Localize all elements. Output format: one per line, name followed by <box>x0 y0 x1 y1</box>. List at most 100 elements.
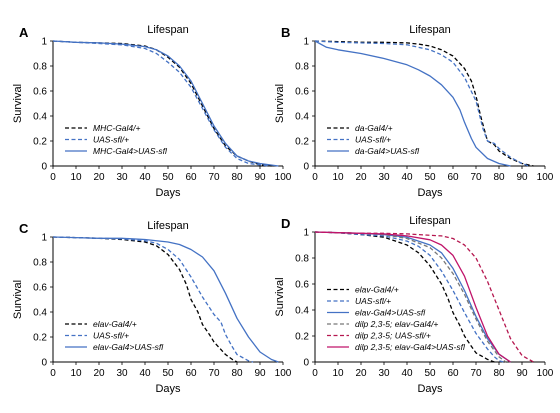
y-axis-label: Survival <box>12 84 24 123</box>
x-tick-label: 20 <box>93 368 105 379</box>
panel-c: C Lifespan 0 10 20 30 40 50 60 70 80 90 100 0 0.2 0.4 0.… <box>12 220 292 395</box>
y-axis-label: Survival <box>12 280 24 319</box>
legend-label: dilp 2,3-5; elav-Gal4/+ <box>355 319 438 329</box>
x-axis-label: Days <box>417 187 443 199</box>
y-tick-label: 0.8 <box>295 62 309 73</box>
y-tick-label: 1 <box>303 37 309 48</box>
y-tick-label: 0.4 <box>295 306 309 317</box>
x-tick-label: 40 <box>401 172 413 183</box>
x-tick-label: 50 <box>424 172 436 183</box>
x-tick-label: 40 <box>139 368 151 379</box>
panel-d: D Lifespan 0 10 20 30 40 50 60 70 80 90 100 0 0.2 0.4 0.… <box>274 215 554 395</box>
y-tick-label: 0.8 <box>33 258 47 269</box>
x-tick-label: 0 <box>312 368 318 379</box>
legend-label: MHC-Gal4>UAS-sfl <box>93 146 168 156</box>
x-tick-label: 10 <box>70 368 82 379</box>
legend-label: UAS-sfl/+ <box>93 331 129 341</box>
panel-label: A <box>19 25 29 40</box>
x-tick-label: 10 <box>70 172 82 183</box>
x-tick-label: 10 <box>332 368 344 379</box>
chart-title: Lifespan <box>409 24 451 36</box>
y-tick-label: 1 <box>41 233 47 244</box>
x-tick-label: 50 <box>162 172 174 183</box>
chart-title: Lifespan <box>147 220 189 232</box>
legend-label: elav-Gal4/+ <box>355 285 399 295</box>
y-tick-label: 0.8 <box>295 254 309 265</box>
x-tick-label: 60 <box>185 368 197 379</box>
x-tick-label: 50 <box>424 368 436 379</box>
y-tick-label: 0.8 <box>33 62 47 73</box>
x-tick-label: 90 <box>254 368 266 379</box>
legend-label: dilp 2,3-5; elav-Gal4>UAS-sfl <box>355 342 466 352</box>
y-tick-label: 0.4 <box>295 112 309 123</box>
x-tick-label: 80 <box>493 172 505 183</box>
y-axis-label: Survival <box>274 84 286 123</box>
x-tick-label: 0 <box>312 172 318 183</box>
series-line-1 <box>314 40 534 167</box>
series-line-3 <box>52 236 279 363</box>
legend-label: UAS-sfl/+ <box>93 135 129 145</box>
x-tick-label: 30 <box>378 172 390 183</box>
panel-b: B Lifespan 0 10 20 30 40 50 60 70 80 90 100 0 0.2 0.4 0.… <box>274 24 554 199</box>
x-tick-label: 60 <box>447 172 459 183</box>
y-tick-label: 0.4 <box>33 112 47 123</box>
series-line-2 <box>314 231 504 363</box>
x-tick-label: 100 <box>537 368 554 379</box>
legend-label: UAS-sfl/+ <box>355 135 391 145</box>
series-line-1 <box>52 40 272 167</box>
legend-label: UAS-sfl/+ <box>355 296 391 306</box>
legend-label: da-Gal4/+ <box>355 123 393 133</box>
x-axis-label: Days <box>417 383 443 395</box>
x-tick-label: 60 <box>185 172 197 183</box>
legend-label: da-Gal4>UAS-sfl <box>355 146 420 156</box>
x-tick-label: 20 <box>355 368 367 379</box>
x-tick-label: 40 <box>139 172 151 183</box>
panel-a: A Lifespan 0 10 20 30 40 50 60 70 80 90 100 0 0.2 0.4 0.… <box>12 24 292 199</box>
y-tick-label: 0 <box>303 162 309 173</box>
legend-label: elav-Gal4>UAS-sfl <box>355 308 426 318</box>
series-line-6 <box>314 231 511 363</box>
x-tick-label: 60 <box>447 368 459 379</box>
y-tick-label: 0.2 <box>295 332 309 343</box>
y-tick-label: 0.6 <box>295 280 309 291</box>
panel-label: C <box>19 221 29 236</box>
y-tick-label: 0.4 <box>33 308 47 319</box>
x-tick-label: 70 <box>208 172 220 183</box>
y-tick-label: 0.6 <box>33 87 47 98</box>
x-tick-label: 100 <box>537 172 554 183</box>
series-line-3 <box>52 40 279 167</box>
x-tick-label: 0 <box>50 368 56 379</box>
x-axis-label: Days <box>155 187 181 199</box>
x-axis-label: Days <box>155 383 181 395</box>
y-tick-label: 1 <box>41 37 47 48</box>
x-tick-label: 80 <box>231 368 243 379</box>
legend-label: MHC-Gal4/+ <box>93 123 141 133</box>
y-tick-label: 0.2 <box>295 137 309 148</box>
x-tick-label: 90 <box>516 368 528 379</box>
x-tick-label: 30 <box>116 172 128 183</box>
x-tick-label: 50 <box>162 368 174 379</box>
y-tick-label: 0 <box>303 358 309 369</box>
legend-label: dilp 2,3-5; UAS-sfl/+ <box>355 331 431 341</box>
x-tick-label: 40 <box>401 368 413 379</box>
chart-title: Lifespan <box>409 215 451 227</box>
chart-title: Lifespan <box>147 24 189 36</box>
x-tick-label: 100 <box>275 172 292 183</box>
x-tick-label: 80 <box>493 368 505 379</box>
x-tick-label: 100 <box>275 368 292 379</box>
series-line-3 <box>314 40 511 167</box>
series-line-2 <box>314 40 530 167</box>
series-line-2 <box>52 40 270 167</box>
x-tick-label: 30 <box>378 368 390 379</box>
y-tick-label: 0.2 <box>33 137 47 148</box>
y-tick-label: 0 <box>41 162 47 173</box>
legend-label: elav-Gal4>UAS-sfl <box>93 342 164 352</box>
x-tick-label: 20 <box>93 172 105 183</box>
y-tick-label: 1 <box>303 228 309 239</box>
x-tick-label: 90 <box>254 172 266 183</box>
legend-label: elav-Gal4/+ <box>93 319 137 329</box>
y-tick-label: 0.6 <box>33 283 47 294</box>
y-axis-label: Survival <box>274 277 286 316</box>
x-tick-label: 30 <box>116 368 128 379</box>
